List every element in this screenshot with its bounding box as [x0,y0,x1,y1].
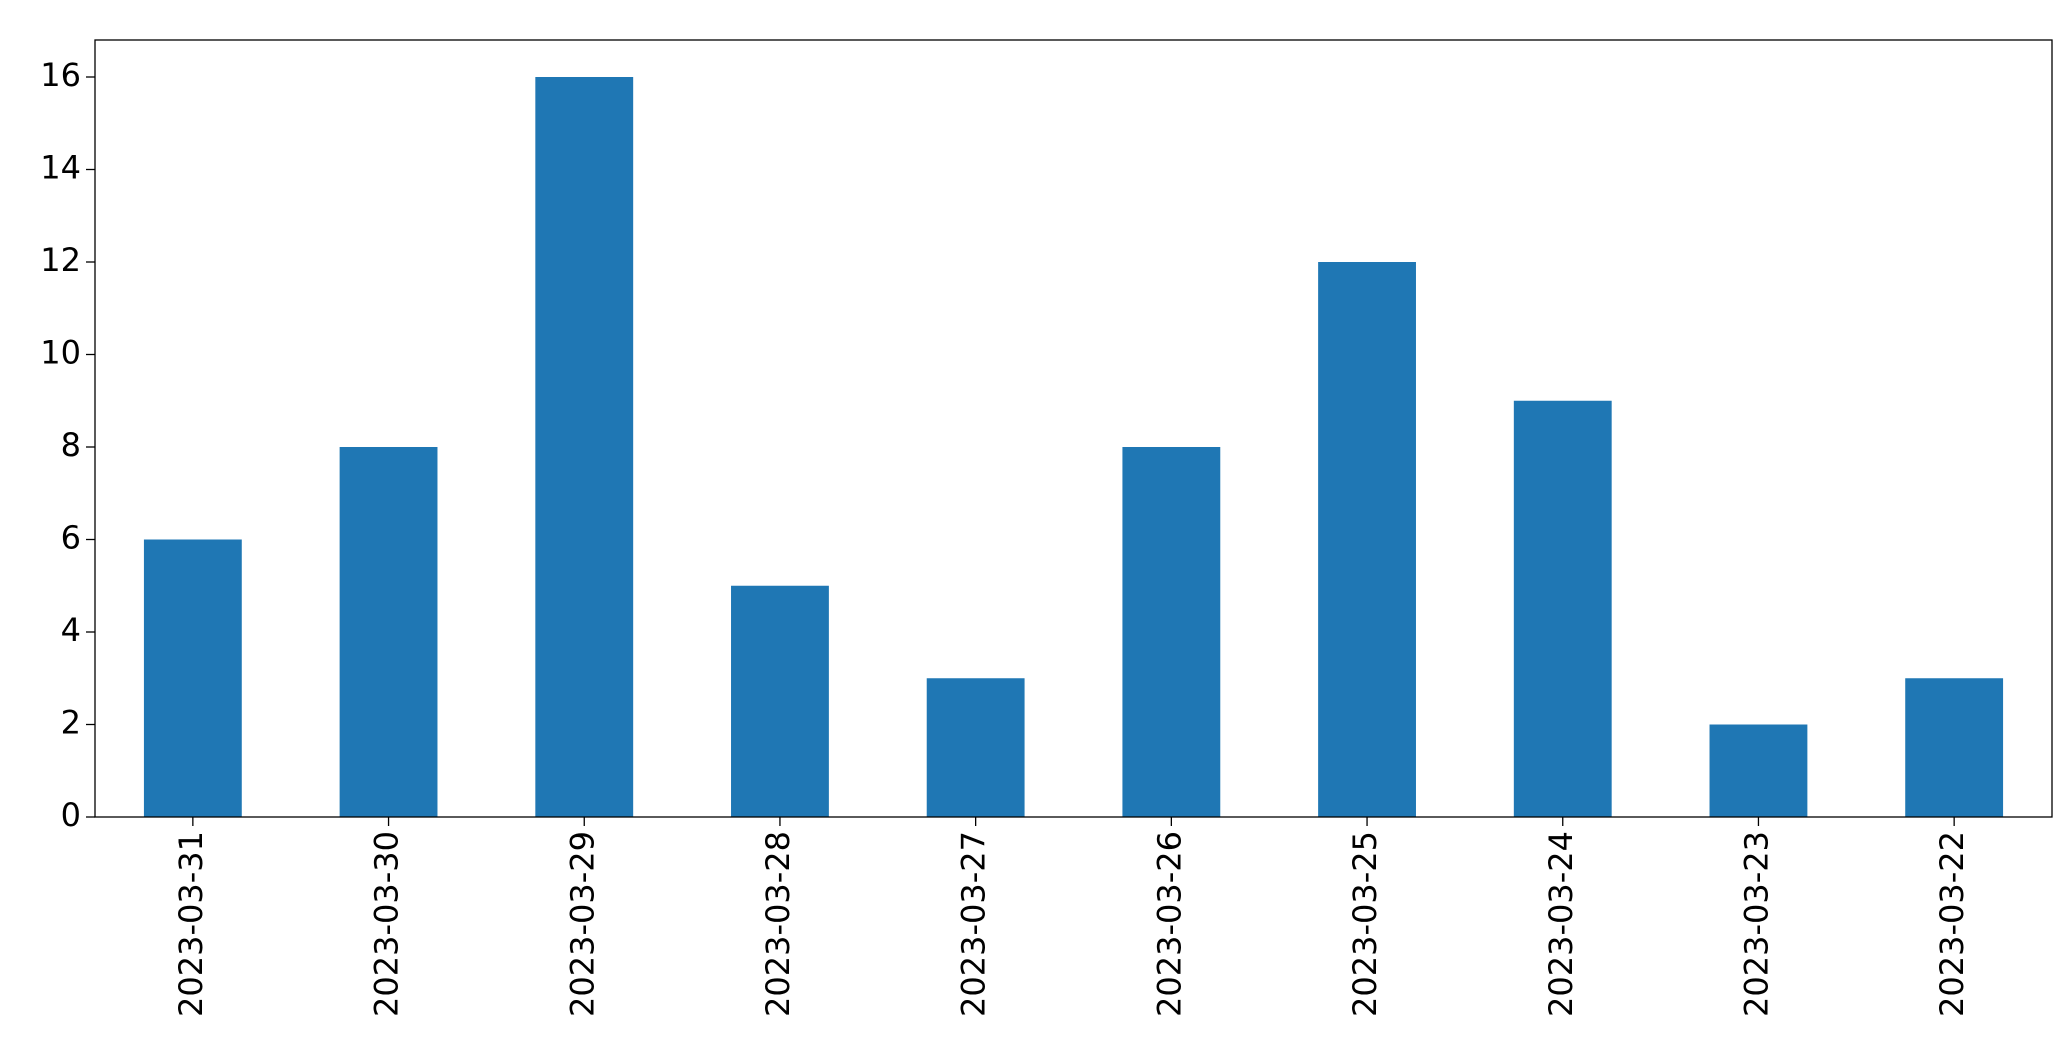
y-tick-label: 10 [40,334,81,372]
x-tick-label: 2023-03-24 [1542,831,1580,1017]
y-tick-label: 6 [61,519,81,557]
bar [1513,400,1612,817]
x-tick-label: 2023-03-30 [368,831,406,1017]
bar [339,447,438,817]
bar [143,539,242,817]
x-tick-label: 2023-03-28 [759,831,797,1017]
x-tick-label: 2023-03-27 [955,831,993,1017]
x-tick-label: 2023-03-22 [1933,831,1971,1017]
x-tick-label: 2023-03-31 [172,831,210,1017]
x-tick-label: 2023-03-25 [1346,831,1384,1017]
x-tick-label: 2023-03-26 [1150,831,1188,1017]
bar [535,77,634,817]
y-tick-label: 14 [40,149,81,187]
x-tick-label: 2023-03-29 [563,831,601,1017]
y-tick-label: 2 [61,704,81,742]
plot-frame [94,39,2053,818]
y-tick-label: 4 [61,611,81,649]
bar [926,678,1025,817]
y-tick-label: 16 [40,56,81,94]
y-tick-label: 12 [40,241,81,279]
y-tick-label: 8 [61,426,81,464]
bar [1905,678,2004,817]
bar [1122,447,1221,817]
x-tick-label: 2023-03-23 [1737,831,1775,1017]
bar [1318,262,1416,817]
bar [1709,724,1808,817]
y-tick-label: 0 [61,796,81,834]
bar [731,585,829,817]
